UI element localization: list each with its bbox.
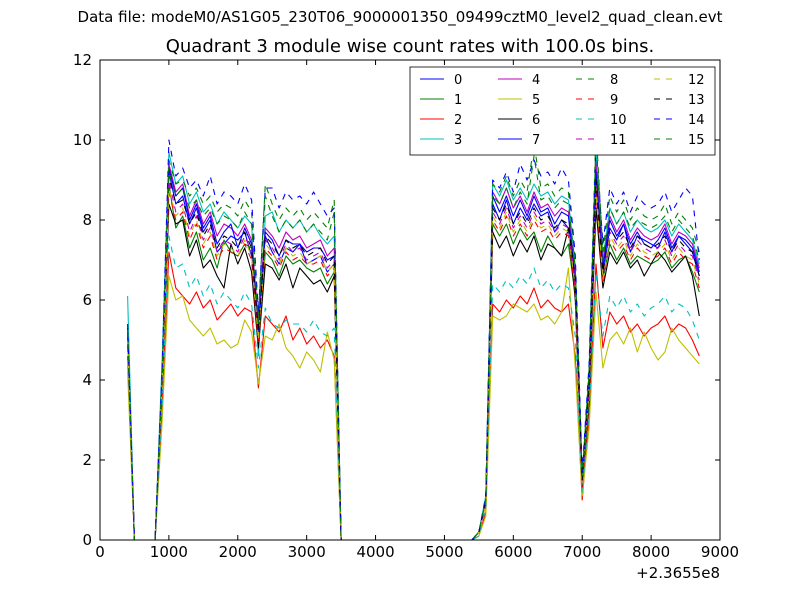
series-line-9 <box>127 191 700 540</box>
series-line-8 <box>127 127 700 540</box>
legend-label-4: 4 <box>532 73 540 88</box>
legend-label-7: 7 <box>532 133 540 148</box>
x-tick-label: 7000 <box>563 543 601 561</box>
legend-label-10: 10 <box>610 113 627 128</box>
y-tick-label: 2 <box>82 451 92 469</box>
legend-label-14: 14 <box>688 113 705 128</box>
series-line-12 <box>127 187 700 540</box>
series-line-1 <box>127 183 700 540</box>
x-offset-label: +2.3655e8 <box>636 564 720 582</box>
y-tick-label: 0 <box>82 531 92 549</box>
series-line-7 <box>127 167 700 540</box>
x-tick-label: 1000 <box>150 543 188 561</box>
legend-label-13: 13 <box>688 93 705 108</box>
series-line-11 <box>127 179 700 540</box>
series-line-3 <box>127 151 700 540</box>
x-tick-label: 2000 <box>219 543 257 561</box>
legend-label-15: 15 <box>688 133 705 148</box>
series-line-14 <box>127 139 700 540</box>
figure-suptitle: Data file: modeM0/AS1G05_230T06_90000013… <box>77 8 723 26</box>
y-tick-label: 4 <box>82 371 92 389</box>
series-line-4 <box>127 163 700 540</box>
series-line-5 <box>127 267 700 540</box>
series-line-2 <box>127 251 700 540</box>
y-tick-label: 8 <box>82 211 92 229</box>
y-tick-label: 6 <box>82 291 92 309</box>
legend-label-5: 5 <box>532 93 540 108</box>
series-line-10 <box>127 235 700 540</box>
x-tick-label: 9000 <box>701 543 739 561</box>
series-line-15 <box>127 139 700 540</box>
legend-label-3: 3 <box>454 133 462 148</box>
legend-label-0: 0 <box>454 73 462 88</box>
x-tick-label: 6000 <box>494 543 532 561</box>
legend-label-12: 12 <box>688 73 705 88</box>
x-tick-label: 0 <box>95 543 105 561</box>
legend-label-6: 6 <box>532 113 540 128</box>
legend-label-8: 8 <box>610 73 618 88</box>
series-line-6 <box>127 203 700 540</box>
y-tick-label: 10 <box>73 131 92 149</box>
legend-box <box>409 66 716 156</box>
y-tick-label: 12 <box>73 51 92 69</box>
series-group <box>127 127 700 540</box>
x-tick-label: 5000 <box>425 543 463 561</box>
legend-label-11: 11 <box>610 133 627 148</box>
x-tick-label: 8000 <box>632 543 670 561</box>
chart-title: Quadrant 3 module wise count rates with … <box>165 36 655 57</box>
legend-label-1: 1 <box>454 93 462 108</box>
x-tick-label: 3000 <box>288 543 326 561</box>
x-tick-label: 4000 <box>356 543 394 561</box>
legend-label-9: 9 <box>610 93 618 108</box>
legend-label-2: 2 <box>454 113 462 128</box>
